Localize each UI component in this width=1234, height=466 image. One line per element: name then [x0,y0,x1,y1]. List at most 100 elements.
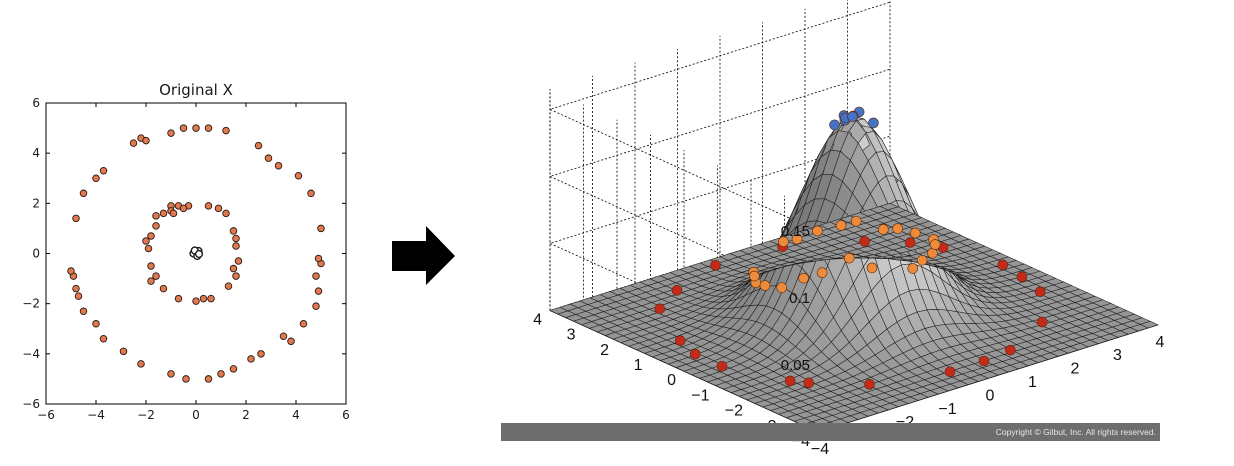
inner-ring-point [224,282,233,290]
inner-ring-point [232,272,240,280]
inner-ring-point [234,257,243,265]
outer-ring-point [254,141,263,150]
outer-ring-point [307,189,315,198]
right-arrow-icon [392,226,455,285]
inner-ring-point [159,209,168,218]
x-tick-label: 6 [342,408,350,422]
outer-ring-point-3d [674,335,686,347]
x-tick-label: −2 [137,408,155,422]
outer-ring-point [274,161,283,170]
outer-ring-point [312,272,320,280]
outer-ring-point [204,375,213,383]
inner-ring-point [152,272,160,280]
middle-ring-point-3d [791,233,803,245]
outer-ring-point [99,166,108,175]
inner-ring-point [174,294,183,303]
y-tick-label: −2 [725,403,743,420]
outer-ring-point [79,307,88,315]
outer-ring-point [264,154,273,162]
outer-ring-point [204,124,213,132]
x-tick-label: 1 [1028,374,1037,391]
inner-ring-point [192,297,200,305]
inner-ring-point [179,204,188,213]
outer-ring-point-3d [716,361,728,372]
center-point-3d [868,117,879,129]
inner-ring-point [232,242,240,250]
inner-ring-point [144,244,153,253]
inner-ring-point [159,284,168,293]
outer-ring-point-3d [859,236,870,247]
inner-ring-point [222,209,230,218]
outer-ring-point-3d [689,348,701,360]
outer-ring-point [294,171,303,180]
outer-ring-point [317,224,325,233]
middle-ring-point-3d [907,263,919,274]
middle-ring-point-3d [778,236,789,247]
y-tick-label: −4 [22,347,40,361]
inner-ring-point [214,204,223,213]
z-tick-label: 0.15 [781,223,810,240]
outer-ring-point [74,292,83,300]
z-tick-label: 0.05 [781,357,810,374]
copyright-text: Copyright © Gilbut, Inc. All rights rese… [996,427,1156,437]
middle-ring-point-3d [850,215,862,227]
outer-ring-point [129,139,138,147]
outer-ring-point [99,335,108,343]
outer-ring-point-3d [654,303,666,315]
outer-ring-point [229,365,238,373]
middle-ring-point-3d [843,252,855,264]
surface-mesh [549,116,1159,433]
y-tick-label: −6 [22,397,40,411]
x-tick-label: 2 [1071,361,1080,378]
y-tick-label: 0 [32,247,40,261]
outer-ring-point [182,375,190,383]
outer-ring-point [142,136,150,145]
inner-ring-point [147,262,155,270]
x-tick-label: 0 [192,408,200,422]
inner-ring-point [152,212,160,220]
outer-ring-point [192,124,200,132]
middle-ring-point-3d [798,272,809,284]
x-tick-label: 2 [242,408,250,422]
inner-ring-point [204,202,213,210]
outer-ring-point-3d [784,375,796,387]
outer-ring-point [72,214,80,223]
inner-ring-point [147,277,155,285]
y-tick-label: 1 [634,357,643,374]
outer-ring-point [167,370,175,378]
outer-ring-point [79,189,88,198]
outer-ring-point [247,355,255,363]
middle-ring-point-3d [759,280,771,291]
outer-ring-point [217,370,225,378]
chart-title: Original X [159,81,233,99]
outer-ring-point [72,284,80,293]
x-tick-label: −4 [87,408,105,422]
outer-ring-point-3d [710,260,721,271]
z-tick-label: 0.1 [789,290,810,307]
outer-ring-point [119,347,128,356]
outer-ring-point-3d [997,259,1009,271]
outer-ring-point-3d [1016,271,1028,283]
middle-ring-point-3d [816,267,828,279]
y-tick-label: 3 [567,327,576,344]
outer-ring-point-3d [1005,344,1016,356]
outer-ring-point-3d [944,366,956,378]
x-tick-label: 3 [1113,347,1122,364]
inner-ring-point [229,227,238,235]
inner-ring-point [229,264,238,273]
outer-ring-point-3d [864,379,875,390]
center-point-3d [847,111,858,122]
middle-ring-point-3d [812,225,823,237]
axis-ticks: −6−6 −4 −4 −2 −2 0 0 2 2 4 4 6 6 [22,96,350,422]
center-point [194,249,204,259]
x-tick-label: −1 [938,401,956,418]
scatter-chart: Original X −6−6 −4 −4 −2 −2 0 0 2 2 4 4 6 6 [22,81,350,422]
y-tick-label: 6 [32,96,40,110]
outer-ring-point [167,129,175,137]
outer-ring-point [314,287,323,295]
y-tick-label: −2 [22,297,40,311]
outer-ring-point [299,319,308,328]
data-points-3d [654,106,1048,390]
middle-ring-point-3d [909,227,921,239]
